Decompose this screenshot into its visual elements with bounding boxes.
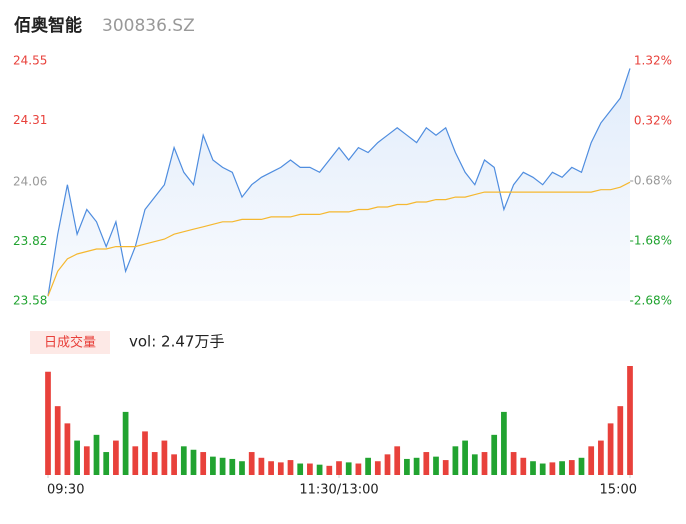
volume-bar xyxy=(374,461,381,475)
y2-tick-label: -0.68% xyxy=(630,174,672,188)
volume-bar xyxy=(180,446,187,475)
volume-bar xyxy=(83,446,90,475)
price-line xyxy=(47,68,631,297)
volume-bar xyxy=(355,463,362,475)
volume-bar xyxy=(326,465,333,475)
y-tick-label: 24.31 xyxy=(13,113,47,127)
volume-bar xyxy=(384,454,391,475)
y2-tick-label: -2.68% xyxy=(630,294,672,308)
volume-bar xyxy=(491,434,498,475)
stock-name: 佰奥智能 xyxy=(14,15,82,36)
volume-bar xyxy=(607,423,614,475)
x-tick-label: 15:00 xyxy=(600,483,637,498)
volume-label: vol: 2.47万手 xyxy=(129,333,224,351)
y-tick-label: 24.55 xyxy=(13,54,47,68)
volume-bar xyxy=(151,452,158,475)
volume-bar xyxy=(239,461,245,475)
volume-bar xyxy=(200,452,207,475)
volume-bar xyxy=(45,371,51,475)
x-tick-label: 09:30 xyxy=(47,483,84,498)
volume-bar xyxy=(113,440,119,475)
volume-bar xyxy=(433,456,439,475)
y2-tick-label: 1.32% xyxy=(634,54,672,68)
volume-bar xyxy=(510,452,517,475)
volume-bar xyxy=(287,460,294,475)
volume-bar xyxy=(549,462,556,475)
volume-bar xyxy=(404,458,410,475)
volume-bar xyxy=(229,458,236,475)
volume-bar xyxy=(219,457,226,475)
volume-bar xyxy=(501,411,507,475)
y-tick-label: 24.06 xyxy=(13,175,47,189)
y-tick-label: 23.82 xyxy=(13,234,47,248)
volume-bar xyxy=(161,440,168,475)
avg-line xyxy=(47,181,631,297)
volume-bar xyxy=(452,446,459,475)
volume-bar xyxy=(268,461,274,475)
volume-bar xyxy=(336,461,342,475)
volume-bar xyxy=(316,464,323,475)
price-area xyxy=(48,68,630,302)
volume-bar xyxy=(462,440,468,475)
volume-bar xyxy=(559,461,565,475)
volume-bar xyxy=(248,452,255,475)
y2-tick-label: 0.32% xyxy=(634,114,672,128)
volume-bar xyxy=(74,440,80,475)
volume-bar xyxy=(442,460,449,475)
y-tick-label: 23.58 xyxy=(13,294,47,308)
volume-bar xyxy=(365,457,371,475)
volume-bar xyxy=(345,462,352,475)
volume-bar xyxy=(210,456,216,475)
volume-bar xyxy=(588,446,595,475)
volume-bar xyxy=(171,454,177,475)
volume-bar xyxy=(122,411,129,475)
volume-bar xyxy=(598,440,604,475)
volume-bar xyxy=(103,452,110,475)
x-tick-label: 11:30/13:00 xyxy=(299,483,378,498)
volume-bar xyxy=(539,463,546,475)
volume-button[interactable]: 日成交量 xyxy=(44,335,96,351)
volume-bar xyxy=(54,406,61,475)
volume-bar xyxy=(617,406,624,475)
y2-tick-label: -1.68% xyxy=(630,234,672,248)
volume-bar xyxy=(413,457,420,475)
volume-bar xyxy=(568,460,575,475)
volume-bar xyxy=(530,461,536,475)
volume-bar xyxy=(520,457,527,475)
volume-bar xyxy=(277,462,284,475)
volume-bar xyxy=(258,457,265,475)
stock-code: 300836.SZ xyxy=(102,16,195,36)
volume-bar xyxy=(307,463,313,475)
volume-bar xyxy=(297,463,304,475)
volume-bar xyxy=(423,452,430,475)
volume-bar xyxy=(578,457,585,475)
volume-bar xyxy=(132,446,139,475)
volume-bar xyxy=(93,434,100,475)
volume-bar xyxy=(142,431,148,475)
volume-bar xyxy=(471,454,478,475)
volume-bar xyxy=(64,423,71,475)
volume-bar xyxy=(394,446,401,475)
volume-bar xyxy=(481,452,488,475)
volume-bar xyxy=(627,366,633,475)
volume-button-bg[interactable] xyxy=(30,331,110,354)
volume-bar xyxy=(190,449,197,475)
